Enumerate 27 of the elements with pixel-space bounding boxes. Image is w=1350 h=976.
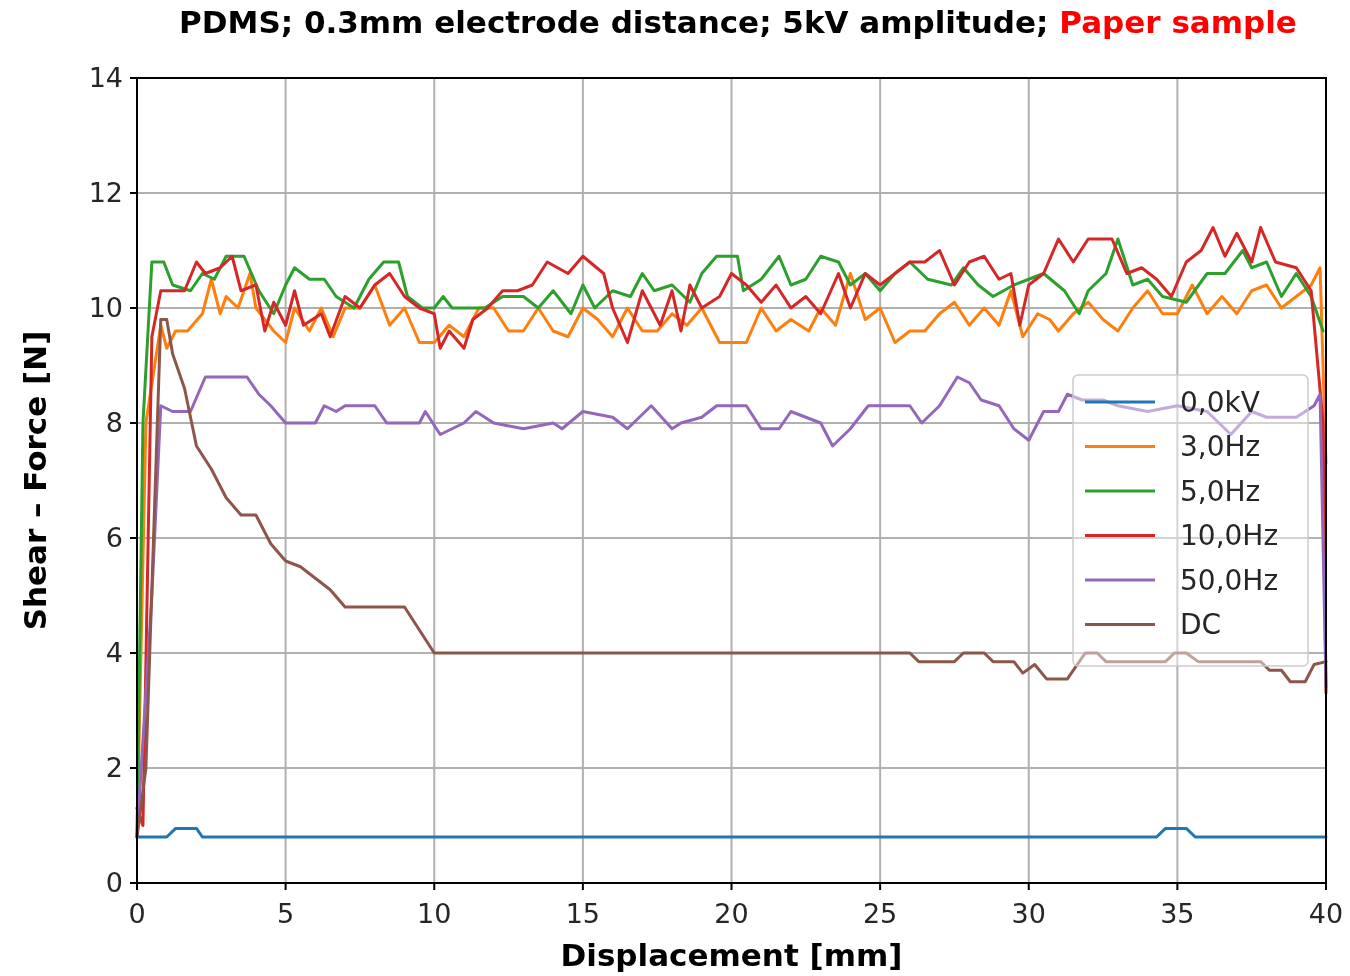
x-tick-label: 15: [565, 898, 601, 929]
y-tick-label: 12: [88, 177, 123, 209]
y-tick-label: 4: [105, 637, 123, 669]
chart-subtitle: Paper sample: [1048, 4, 1297, 40]
y-tick-label: 6: [105, 522, 123, 554]
chart-title: PDMS; 0.3mm electrode distance; 5kV amplitude;: [179, 4, 1049, 40]
x-tick-label: 20: [714, 898, 749, 929]
x-axis-title: Displacement [mm]: [560, 937, 903, 973]
legend-label: 0,0kV: [1180, 385, 1260, 419]
y-tick-label: 10: [88, 292, 123, 324]
legend-label: 10,0Hz: [1180, 519, 1279, 553]
x-tick-label: 40: [1308, 898, 1344, 929]
x-tick-label: 5: [277, 898, 295, 929]
legend-label: 3,0Hz: [1180, 430, 1261, 464]
y-tick-label: 8: [105, 407, 123, 439]
legend-label: 50,0Hz: [1180, 563, 1279, 597]
y-tick-label: 14: [88, 62, 123, 94]
legend-label: DC: [1180, 608, 1222, 642]
y-axis-title: Shear – Force [N]: [17, 330, 53, 631]
y-tick-label: 0: [105, 867, 123, 899]
x-tick-label: 30: [1011, 898, 1046, 929]
x-tick-label: 10: [417, 898, 452, 929]
x-tick-label: 35: [1160, 898, 1195, 929]
legend-label: 5,0Hz: [1180, 474, 1261, 508]
x-tick-label: 25: [862, 898, 898, 929]
y-tick-label: 2: [105, 752, 123, 784]
x-tick-label: 0: [128, 898, 146, 929]
